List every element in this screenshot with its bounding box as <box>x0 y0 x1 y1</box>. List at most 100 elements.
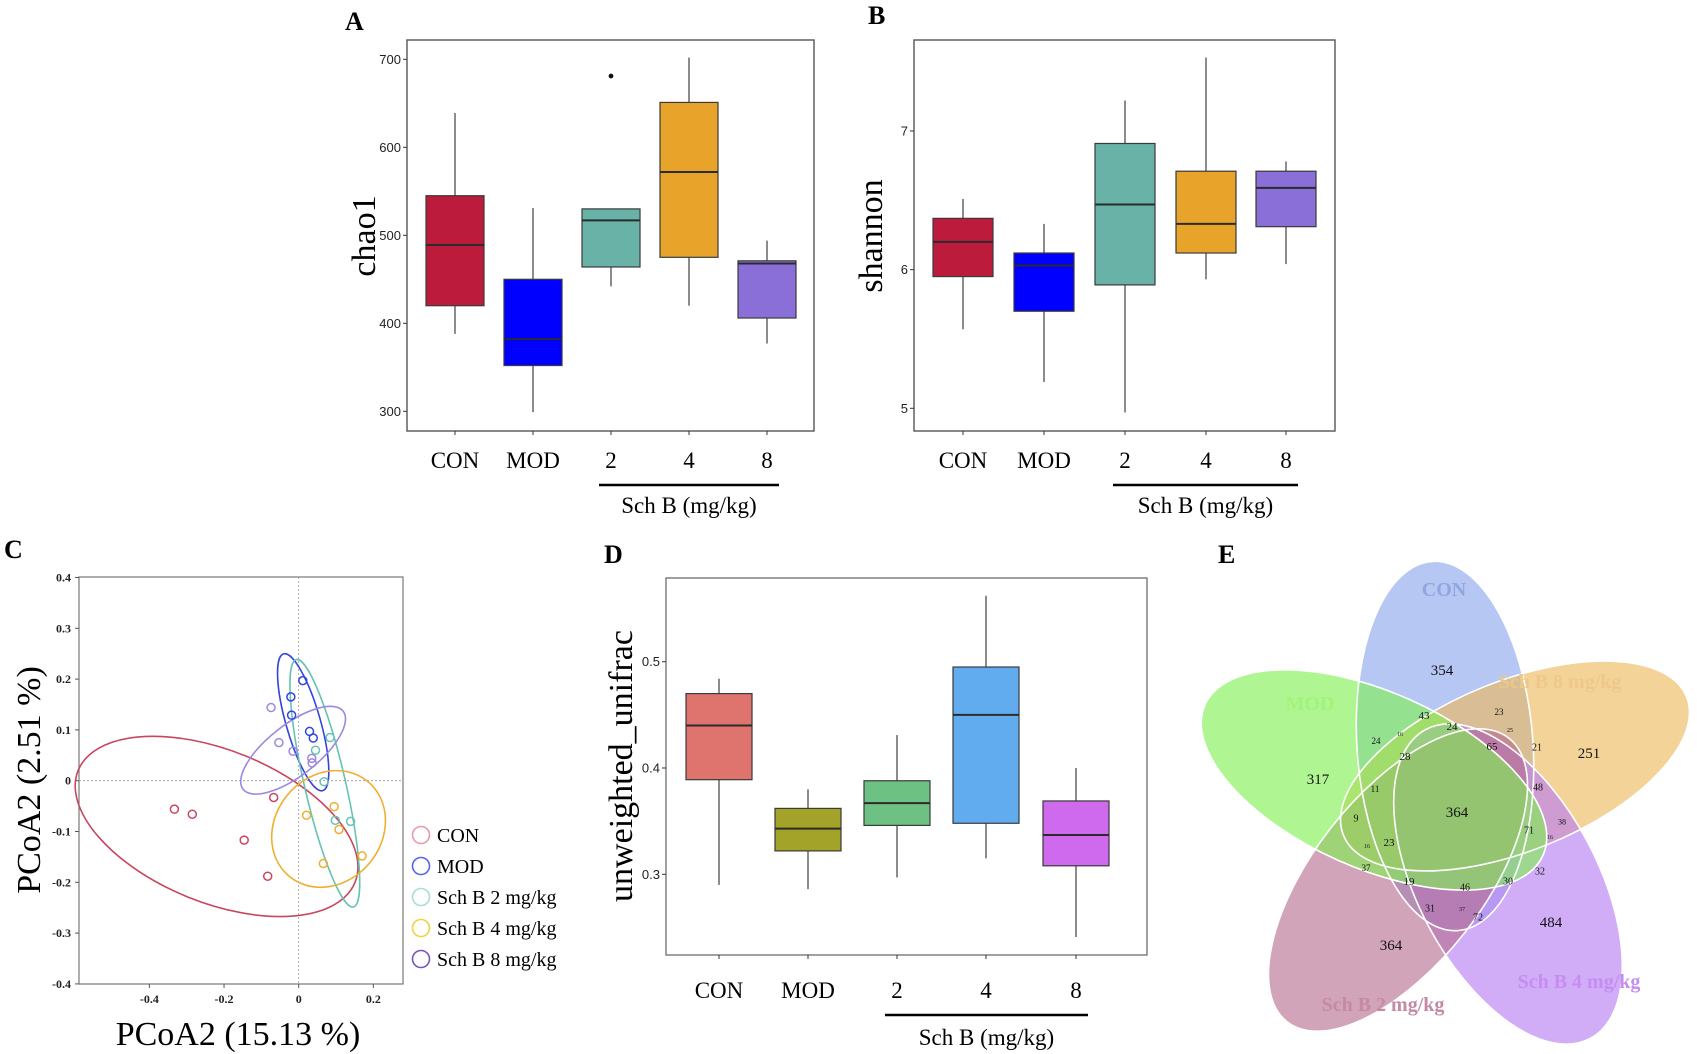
venn-set-label: CON <box>1422 579 1467 601</box>
venn-region-count: 28 <box>1400 751 1412 763</box>
panel-label-c: C <box>4 535 23 564</box>
outlier-point <box>608 73 614 79</box>
venn-region-count: 48 <box>1533 783 1543 794</box>
group-label: Sch B (mg/kg) <box>919 1025 1054 1050</box>
legend-item: Sch B 8 mg/kg <box>411 949 556 971</box>
box-iqr <box>737 260 797 319</box>
venn-region-count: 23 <box>1384 837 1396 849</box>
venn-region-count: 65 <box>1487 741 1499 753</box>
legend-marker <box>411 856 431 876</box>
y-tick-label: -0.4 <box>52 977 71 991</box>
y-tick-label: 0.1 <box>56 723 71 737</box>
y-tick-label: 0.3 <box>642 867 660 882</box>
y-tick-label: 400 <box>379 316 401 331</box>
box-iqr <box>774 807 842 852</box>
x-tick-label: 2 <box>891 978 903 1003</box>
legend-item: CON <box>411 825 479 847</box>
x-tick-label: 4 <box>980 978 992 1003</box>
panel-c-pcoa-scatter: -0.4 -0.3 -0.2 -0.1 0 0.1 0.2 0.3 0.4 -0.4 -0.2 0 0… <box>11 571 556 1054</box>
x-tick-label: 8 <box>761 448 773 473</box>
venn-petal-4 <box>1201 669 1547 891</box>
venn-petal-outline-2 <box>1392 723 1624 1045</box>
venn-petal-outline-4 <box>1200 669 1548 891</box>
box-iqr <box>1175 170 1237 254</box>
data-point <box>318 858 329 869</box>
venn-region-count: 31 <box>1425 904 1435 915</box>
data-point <box>239 835 249 845</box>
box-con <box>685 678 753 959</box>
y-tick-label: 0.4 <box>56 571 71 585</box>
y-tick-label: 300 <box>379 404 401 419</box>
data-point <box>187 809 198 819</box>
box-iqr <box>503 278 563 367</box>
group-label: Sch B (mg/kg) <box>1138 493 1273 518</box>
box-iqr <box>1042 800 1110 867</box>
venn-region-count: 19 <box>1404 876 1416 888</box>
panel-d-unifrac-boxplot: 0.3 0.4 0.5 CON MOD 2 4 8 Sch B (mg/kg) unweigh… <box>603 577 1148 1050</box>
y-tick-label: 0.3 <box>56 621 71 635</box>
x-tick-label: CON <box>431 448 480 473</box>
y-axis-title: unweighted_unifrac <box>603 630 640 902</box>
box-4 <box>659 57 719 435</box>
data-point <box>307 758 317 768</box>
box-iqr <box>1013 252 1075 312</box>
y-tick-label: 700 <box>379 52 401 67</box>
data-point <box>319 776 329 787</box>
x-tick-label: 0 <box>296 992 302 1006</box>
box-con <box>932 198 994 435</box>
box-iqr <box>659 101 719 258</box>
data-point <box>329 801 339 812</box>
venn-petal-outline-3 <box>1267 728 1529 1032</box>
venn-region-count: 25 <box>1507 728 1513 734</box>
venn-unique-count: 317 <box>1307 772 1330 788</box>
y-tick-label: 0.5 <box>642 654 660 669</box>
data-point <box>274 737 284 748</box>
y-axis-ticks: -0.4 -0.3 -0.2 -0.1 0 0.1 0.2 0.3 0.4 <box>52 571 79 991</box>
x-tick-label: -0.2 <box>215 992 234 1006</box>
box-4 <box>1175 57 1237 435</box>
x-tick-label: CON <box>695 978 744 1003</box>
group-label: Sch B (mg/kg) <box>621 493 756 518</box>
box-mod <box>503 208 563 435</box>
venn-set-label: Sch B 8 mg/kg <box>1499 671 1622 693</box>
legend-label: Sch B 4 mg/kg <box>437 918 556 940</box>
legend-item: Sch B 2 mg/kg <box>411 887 556 909</box>
ellipse-2 <box>289 658 361 908</box>
box-iqr <box>932 217 994 278</box>
box-4 <box>952 595 1020 959</box>
data-point <box>288 746 298 756</box>
x-tick-label: MOD <box>781 978 835 1003</box>
y-tick-label: -0.1 <box>52 825 71 839</box>
panel-label-b: B <box>868 1 885 30</box>
box-iqr <box>952 666 1020 824</box>
box-iqr <box>1094 142 1156 286</box>
y-tick-label: -0.2 <box>52 875 71 889</box>
x-tick-label: 2 <box>605 448 617 473</box>
data-point <box>330 815 341 826</box>
venn-region-count: 32 <box>1535 867 1545 878</box>
venn-unique-count: 364 <box>1380 938 1403 954</box>
venn-region-count: 38 <box>1558 818 1566 827</box>
venn-region-count: 43 <box>1419 710 1431 722</box>
x-tick-label: CON <box>939 448 988 473</box>
data-point <box>310 745 321 755</box>
x-axis-ticks: -0.4 -0.2 0 0.2 <box>140 984 381 1006</box>
data-point <box>308 733 319 743</box>
box-group <box>425 57 797 435</box>
box-8 <box>1042 768 1110 959</box>
y-axis-ticks: 5 6 7 <box>901 124 914 416</box>
scatter-points <box>169 675 367 881</box>
venn-petal-outline-0 <box>1355 560 1535 932</box>
x-tick-label: 8 <box>1280 448 1292 473</box>
data-point <box>357 851 367 861</box>
box-2 <box>1094 100 1156 435</box>
y-tick-label: 500 <box>379 228 401 243</box>
data-point <box>268 792 279 803</box>
legend-item: MOD <box>411 856 484 878</box>
box-2 <box>863 735 931 959</box>
y-tick-label: 0 <box>65 774 71 788</box>
